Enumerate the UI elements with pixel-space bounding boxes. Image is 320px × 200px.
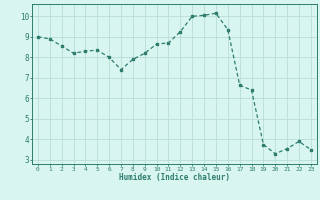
X-axis label: Humidex (Indice chaleur): Humidex (Indice chaleur) [119,173,230,182]
